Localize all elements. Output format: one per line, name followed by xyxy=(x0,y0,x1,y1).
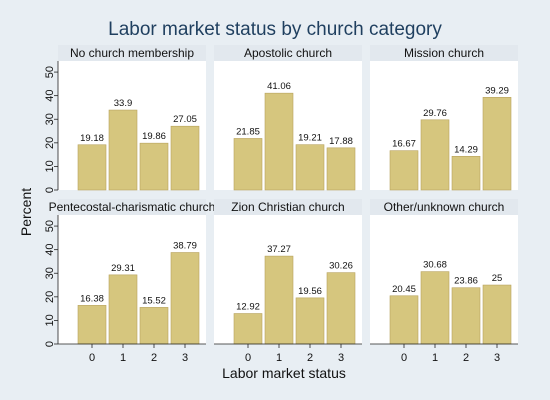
x-axis-title: Labor market status xyxy=(222,365,346,381)
bar xyxy=(420,271,450,345)
x-tick-label: 0 xyxy=(401,352,407,364)
x-tick-label: 2 xyxy=(307,352,313,364)
panel-title: Mission church xyxy=(404,46,484,60)
panel-title: Zion Christian church xyxy=(231,200,344,214)
bar xyxy=(482,284,512,345)
bar-value-label: 16.38 xyxy=(80,293,104,304)
bar-value-label: 33.9 xyxy=(114,98,133,109)
panels: No church membership0102030405019.1833.9… xyxy=(44,45,518,364)
bar-value-label: 19.21 xyxy=(298,133,322,144)
bar-value-label: 41.06 xyxy=(267,81,291,92)
bar xyxy=(420,119,450,191)
bar-value-label: 17.88 xyxy=(329,136,353,147)
panel-title: Pentecostal-charismatic church xyxy=(49,200,216,214)
x-tick-label: 0 xyxy=(89,352,95,364)
panel-5: Zion Christian church 12.92 37.27 19.56 30.2… xyxy=(214,199,362,364)
panel-4: Pentecostal-charismatic church0102030405… xyxy=(44,199,215,364)
bar xyxy=(233,138,263,191)
panel-header xyxy=(214,199,362,215)
bar-value-label: 21.85 xyxy=(236,126,260,137)
bar xyxy=(295,297,325,345)
y-tick-label: 30 xyxy=(44,267,56,279)
y-tick-label: 20 xyxy=(44,137,56,149)
bar xyxy=(295,144,325,191)
y-tick-label: 20 xyxy=(44,291,56,303)
bar-value-label: 30.26 xyxy=(329,261,353,272)
panel-header xyxy=(370,199,518,215)
x-tick-label: 2 xyxy=(463,352,469,364)
bar-value-label: 19.56 xyxy=(298,286,322,297)
panel-header xyxy=(58,199,206,215)
panel-header xyxy=(370,45,518,61)
bar xyxy=(170,252,200,345)
y-tick-label: 50 xyxy=(44,220,56,232)
bar-value-label: 29.31 xyxy=(111,263,135,274)
x-tick-label: 3 xyxy=(338,352,344,364)
bar-value-label: 14.29 xyxy=(454,144,478,155)
panel-title: No church membership xyxy=(70,46,194,60)
bar-value-label: 19.86 xyxy=(142,131,166,142)
bar-value-label: 20.45 xyxy=(392,284,416,295)
bar xyxy=(482,97,512,191)
bar-value-label: 19.18 xyxy=(80,133,104,144)
bar xyxy=(389,150,419,191)
bar-value-label: 29.76 xyxy=(423,108,447,119)
bar xyxy=(108,274,138,345)
y-axis-title: Percent xyxy=(18,188,34,236)
bar xyxy=(389,295,419,345)
panel-3: Mission church 16.67 29.76 14.29 39.29 xyxy=(370,45,518,191)
bar xyxy=(139,307,169,345)
x-tick-label: 3 xyxy=(182,352,188,364)
bar-value-label: 23.86 xyxy=(454,276,478,287)
bar-value-label: 16.67 xyxy=(392,139,416,150)
y-tick-label: 40 xyxy=(44,244,56,256)
bar xyxy=(108,109,138,191)
bar-value-label: 25 xyxy=(492,273,503,284)
bar xyxy=(264,255,294,345)
y-tick-label: 30 xyxy=(44,113,56,125)
panel-header xyxy=(214,45,362,61)
panel-6: Other/unknown church 20.45 30.68 23.86 25 0 1 2… xyxy=(370,199,518,364)
x-tick-label: 2 xyxy=(151,352,157,364)
y-tick-label: 40 xyxy=(44,90,56,102)
y-tick-label: 0 xyxy=(44,341,56,347)
bar xyxy=(233,313,263,345)
panel-1: No church membership 0 10 20 30 40 50 19.18 33.9… xyxy=(44,45,206,193)
panel-2: Apostolic church 21.85 41.06 19.21 17.88 xyxy=(214,45,362,191)
x-tick-label: 1 xyxy=(120,352,126,364)
x-tick-label: 1 xyxy=(276,352,282,364)
bar-value-label: 37.27 xyxy=(267,244,291,255)
bar xyxy=(264,92,294,191)
y-tick-label: 0 xyxy=(44,187,56,193)
bar-value-label: 38.79 xyxy=(173,241,197,252)
y-tick-label: 10 xyxy=(44,160,56,172)
bar-value-label: 30.68 xyxy=(423,260,447,271)
y-tick-label: 50 xyxy=(44,66,56,78)
x-tick-label: 1 xyxy=(432,352,438,364)
bar xyxy=(77,144,107,191)
bar-value-label: 39.29 xyxy=(485,85,509,96)
chart-title: Labor market status by church category xyxy=(108,19,442,40)
bar xyxy=(170,125,200,191)
x-tick-label: 3 xyxy=(494,352,500,364)
x-tick-label: 0 xyxy=(245,352,251,364)
bar xyxy=(326,272,356,345)
bar xyxy=(451,155,481,191)
bar xyxy=(451,287,481,345)
bar-value-label: 27.05 xyxy=(173,114,197,125)
bar-value-label: 12.92 xyxy=(236,302,260,313)
panel-title: Other/unknown church xyxy=(384,200,505,214)
panel-title: Apostolic church xyxy=(244,46,332,60)
bar xyxy=(326,147,356,191)
y-tick-label: 10 xyxy=(44,314,56,326)
bar-value-label: 15.52 xyxy=(142,295,166,306)
bar xyxy=(139,142,169,191)
panel-header xyxy=(58,45,206,61)
bar xyxy=(77,305,107,345)
